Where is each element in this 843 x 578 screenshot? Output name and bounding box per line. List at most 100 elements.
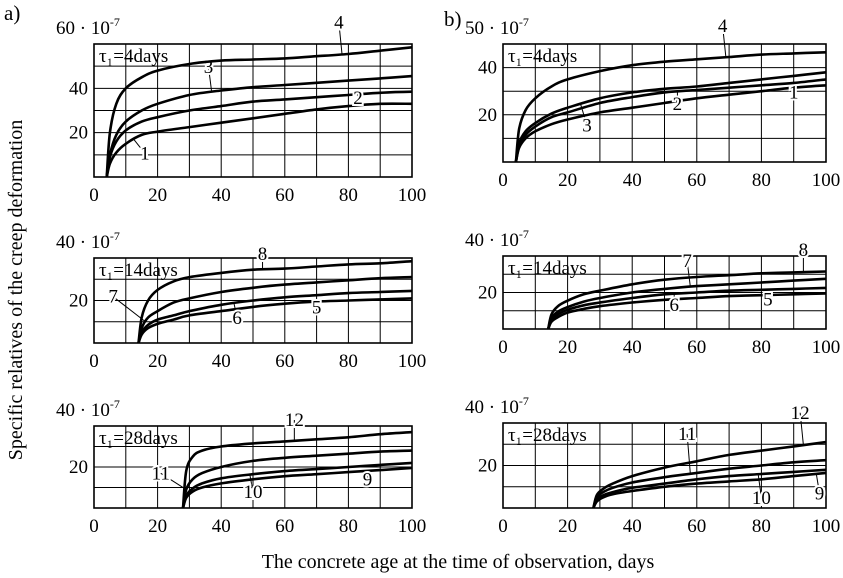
creep-curve-7	[546, 277, 827, 330]
curve-label-9: 9	[363, 469, 373, 490]
y-max-multiplier: · 10	[484, 397, 519, 418]
x-tick-label: 40	[212, 185, 231, 206]
chart-panel-a2: 0 20 40 60 80 100 20 40 · 10-7 τ₁=14days 5 6 7 8	[56, 229, 426, 372]
y-max-label: 40 · 10-7	[56, 229, 120, 253]
chart-panel-a1: 0 20 40 60 80 100 20 40 60 · 10-7 τ₁=4days 1 2 3 4	[56, 10, 427, 206]
x-tick-label: 40	[212, 351, 231, 372]
y-tick-label: 20	[69, 123, 88, 144]
curve-label-4: 4	[334, 12, 344, 33]
creep-curve-10	[592, 468, 827, 509]
x-tick-label: 60	[275, 185, 294, 206]
x-tick-label: 60	[275, 516, 294, 537]
y-max-exponent: -7	[110, 397, 120, 411]
curve-label-5: 5	[312, 297, 322, 318]
chart-panel-b2: 0 20 40 60 80 100 20 40 · 10-7 τ₁=14days 5 6 7 8	[465, 227, 840, 358]
curve-label-leader	[722, 26, 727, 58]
tau-annotation: τ₁=14days	[508, 258, 587, 279]
chart-panel-b1: 0 20 40 60 80 100 20 40 50 · 10-7 τ₁=4days 1 2 3 4	[465, 14, 840, 191]
y-max-exponent: -7	[519, 227, 529, 241]
creep-curve-3	[105, 74, 413, 178]
x-tick-label: 60	[687, 516, 706, 537]
x-tick-label: 0	[89, 351, 99, 372]
creep-curve-12	[181, 430, 413, 509]
y-max-value: 40	[56, 232, 75, 253]
y-max-value: 50	[465, 18, 484, 39]
curve-label-7: 7	[682, 251, 692, 272]
curve-label-11: 11	[678, 424, 696, 445]
creep-curve-9	[181, 466, 413, 509]
plot-frame	[502, 255, 827, 330]
curve-label-3: 3	[582, 115, 592, 136]
x-tick-label: 0	[89, 185, 99, 206]
y-max-label: 40 · 10-7	[56, 397, 120, 421]
creep-curve-1	[514, 84, 827, 163]
creep-curve-4	[514, 51, 827, 163]
curve-label-6: 6	[232, 308, 242, 329]
y-tick-label: 20	[69, 291, 88, 312]
plot-frame	[502, 43, 827, 163]
x-tick-label: 0	[498, 170, 508, 191]
y-max-multiplier: · 10	[75, 400, 110, 421]
x-tick-label: 20	[558, 170, 577, 191]
curve-label-leader	[799, 412, 804, 446]
x-tick-label: 80	[339, 351, 358, 372]
x-tick-label: 0	[498, 516, 508, 537]
x-tick-label: 60	[687, 170, 706, 191]
creep-curve-6	[137, 289, 413, 344]
x-tick-label: 100	[398, 516, 427, 537]
chart-panel-a3: 0 20 40 60 80 100 20 40 · 10-7 τ₁=28days 9 10 11 12	[56, 397, 426, 537]
x-tick-label: 100	[398, 185, 427, 206]
x-tick-label: 80	[752, 170, 771, 191]
y-max-exponent: -7	[519, 15, 529, 29]
x-tick-label: 0	[498, 337, 508, 358]
curve-label-leader	[112, 296, 146, 323]
curve-label-leader	[757, 474, 762, 498]
plot-frame	[502, 422, 827, 509]
creep-curve-1	[105, 102, 413, 178]
y-max-value: 40	[56, 400, 75, 421]
y-max-value: 40	[465, 230, 484, 251]
creep-curve-4	[105, 46, 413, 178]
y-tick-label: 20	[478, 105, 497, 126]
tau-annotation: τ₁=28days	[99, 428, 178, 449]
creep-curve-6	[546, 286, 827, 330]
creep-curve-2	[514, 78, 827, 163]
y-tick-label: 20	[69, 457, 88, 478]
creep-curve-9	[592, 471, 827, 509]
curve-label-2: 2	[353, 88, 363, 109]
curve-label-5: 5	[763, 289, 773, 310]
tau-annotation: τ₁=14days	[99, 260, 178, 281]
creep-curve-3	[514, 71, 827, 163]
curve-label-leader	[249, 474, 254, 492]
y-max-value: 40	[465, 397, 484, 418]
curve-label-6: 6	[669, 295, 679, 316]
creep-curve-2	[105, 90, 413, 178]
curve-label-leader	[207, 66, 213, 92]
y-max-exponent: -7	[519, 394, 529, 408]
panel-label-a: a)	[4, 1, 20, 25]
creep-curve-7	[137, 275, 413, 344]
y-max-label: 50 · 10-7	[465, 15, 529, 39]
curve-label-12: 12	[791, 403, 810, 424]
curve-label-10: 10	[752, 488, 771, 509]
x-tick-label: 80	[752, 337, 771, 358]
curve-label-12: 12	[285, 410, 304, 431]
curve-label-leader	[338, 22, 343, 55]
y-max-exponent: -7	[110, 229, 120, 243]
x-tick-label: 60	[687, 337, 706, 358]
panel-label-b: b)	[444, 7, 462, 31]
creep-curve-10	[181, 461, 413, 509]
tau-annotation: τ₁=4days	[99, 46, 168, 67]
x-tick-label: 80	[339, 185, 358, 206]
x-tick-label: 40	[623, 170, 642, 191]
y-max-multiplier: · 10	[75, 232, 110, 253]
x-tick-label: 40	[623, 516, 642, 537]
tau-annotation: τ₁=4days	[508, 46, 577, 67]
x-tick-label: 20	[148, 516, 167, 537]
x-tick-label: 20	[558, 516, 577, 537]
curve-label-leader	[133, 139, 146, 154]
x-tick-label: 100	[812, 516, 841, 537]
x-tick-label: 20	[148, 351, 167, 372]
curve-label-2: 2	[673, 94, 683, 115]
